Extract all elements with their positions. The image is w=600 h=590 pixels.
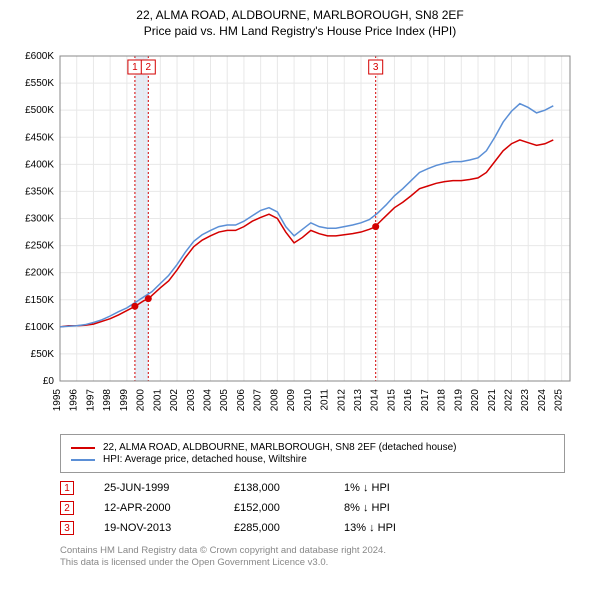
svg-text:£350K: £350K [25,186,54,197]
svg-text:1999: 1999 [119,389,130,412]
svg-text:2010: 2010 [303,389,314,412]
title-address: 22, ALMA ROAD, ALDBOURNE, MARLBOROUGH, S… [10,8,590,22]
footer-line2: This data is licensed under the Open Gov… [60,557,565,569]
svg-text:1: 1 [132,62,138,73]
sale-marker-box: 2 [60,501,74,515]
footer-attribution: Contains HM Land Registry data © Crown c… [60,545,565,570]
svg-text:2004: 2004 [202,389,213,412]
legend-row: HPI: Average price, detached house, Wilt… [71,454,554,465]
sale-diff: 1% ↓ HPI [344,482,444,494]
svg-text:2015: 2015 [386,389,397,412]
svg-text:2023: 2023 [520,389,531,412]
svg-text:2022: 2022 [503,389,514,412]
svg-text:1997: 1997 [85,389,96,412]
svg-text:2008: 2008 [269,389,280,412]
footer-line1: Contains HM Land Registry data © Crown c… [60,545,565,557]
sale-date: 25-JUN-1999 [104,482,204,494]
svg-text:2024: 2024 [537,389,548,412]
legend-label: HPI: Average price, detached house, Wilt… [103,454,307,465]
svg-text:2002: 2002 [169,389,180,412]
chart-area: 12 3 £0 £50K £100K £150K £200K £250K £300K £350K £… [10,46,590,426]
svg-text:£550K: £550K [25,78,54,89]
svg-text:£0: £0 [43,376,55,387]
legend-swatch [71,459,95,461]
svg-text:2005: 2005 [219,389,230,412]
line-chart-svg: 12 3 £0 £50K £100K £150K £200K £250K £300K £350K £… [10,46,590,426]
svg-text:2001: 2001 [152,389,163,412]
chart-container: 22, ALMA ROAD, ALDBOURNE, MARLBOROUGH, S… [0,0,600,578]
svg-text:2018: 2018 [437,389,448,412]
svg-text:2016: 2016 [403,389,414,412]
svg-text:£500K: £500K [25,105,54,116]
svg-text:£250K: £250K [25,241,54,252]
legend-swatch [71,447,95,449]
svg-text:£200K: £200K [25,268,54,279]
svg-text:2013: 2013 [353,389,364,412]
svg-text:2019: 2019 [453,389,464,412]
title-subtitle: Price paid vs. HM Land Registry's House … [10,24,590,38]
svg-text:1995: 1995 [52,389,63,412]
svg-text:£150K: £150K [25,295,54,306]
svg-text:2003: 2003 [186,389,197,412]
svg-text:2011: 2011 [320,389,331,411]
svg-text:2014: 2014 [370,389,381,412]
svg-text:£450K: £450K [25,132,54,143]
svg-text:2007: 2007 [253,389,264,412]
sale-row: 1 25-JUN-1999 £138,000 1% ↓ HPI [60,481,565,495]
sale-marker-box: 1 [60,481,74,495]
svg-text:2020: 2020 [470,389,481,412]
svg-text:2025: 2025 [554,389,565,412]
svg-text:£100K: £100K [25,322,54,333]
sale-date: 19-NOV-2013 [104,522,204,534]
svg-text:3: 3 [373,62,379,73]
sale-row: 2 12-APR-2000 £152,000 8% ↓ HPI [60,501,565,515]
svg-text:2006: 2006 [236,389,247,412]
sale-diff: 13% ↓ HPI [344,522,444,534]
sale-price: £138,000 [234,482,314,494]
legend-label: 22, ALMA ROAD, ALDBOURNE, MARLBOROUGH, S… [103,442,456,453]
svg-text:2009: 2009 [286,389,297,412]
svg-text:£400K: £400K [25,159,54,170]
sale-row: 3 19-NOV-2013 £285,000 13% ↓ HPI [60,521,565,535]
sale-price: £285,000 [234,522,314,534]
svg-text:1996: 1996 [69,389,80,412]
svg-text:£300K: £300K [25,214,54,225]
svg-text:£50K: £50K [31,349,55,360]
sale-price: £152,000 [234,502,314,514]
svg-text:2012: 2012 [336,389,347,412]
sale-date: 12-APR-2000 [104,502,204,514]
sales-table: 1 25-JUN-1999 £138,000 1% ↓ HPI 2 12-APR-2000… [60,481,565,535]
svg-text:2021: 2021 [487,389,498,412]
sale-marker-box: 3 [60,521,74,535]
svg-text:£600K: £600K [25,51,54,62]
svg-text:2: 2 [146,62,152,73]
legend-row: 22, ALMA ROAD, ALDBOURNE, MARLBOROUGH, S… [71,442,554,453]
sale-diff: 8% ↓ HPI [344,502,444,514]
title-block: 22, ALMA ROAD, ALDBOURNE, MARLBOROUGH, S… [10,8,590,38]
svg-text:2017: 2017 [420,389,431,412]
svg-text:1998: 1998 [102,389,113,412]
svg-text:2000: 2000 [136,389,147,412]
legend: 22, ALMA ROAD, ALDBOURNE, MARLBOROUGH, S… [60,434,565,473]
